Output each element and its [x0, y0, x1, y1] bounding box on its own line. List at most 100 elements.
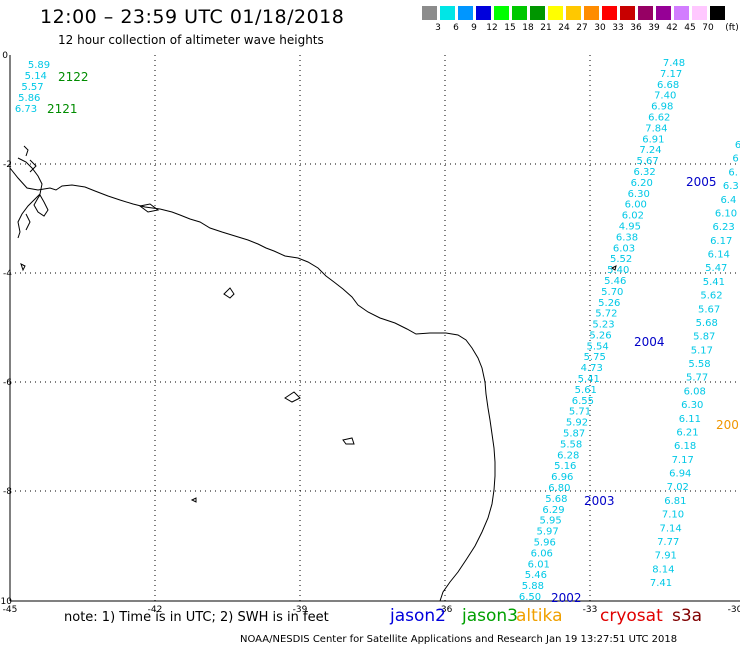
legend-label: 9	[471, 23, 477, 33]
track-se-value: 5.58	[688, 359, 710, 370]
legend-label: 70	[702, 23, 714, 33]
y-tick-label: -8	[3, 487, 12, 497]
track-main-value: 5.26	[589, 330, 611, 341]
legend-swatch	[494, 6, 509, 20]
track-main-value: 5.52	[610, 254, 632, 265]
track-se-value: 6.81	[664, 496, 686, 507]
track-main-value: 6.55	[572, 396, 594, 407]
map-grid	[10, 55, 740, 601]
track-se-value: 5.17	[691, 345, 713, 356]
island	[223, 287, 235, 299]
coastline-inlet	[25, 194, 49, 231]
track-main-value: 6.50	[519, 592, 541, 603]
y-tick-label: -10	[0, 597, 12, 607]
satellite-altika: altika	[516, 606, 563, 626]
y-tick-label: 0	[2, 51, 8, 61]
track-se-value: 8.14	[652, 564, 674, 575]
legend-swatch	[710, 6, 725, 20]
page-title: 12:00 – 23:59 UTC 01/18/2018	[40, 6, 345, 28]
track-main-value: 6.30	[628, 189, 650, 200]
x-tick-label: -33	[583, 605, 598, 615]
track-se-value: 6.11	[679, 414, 701, 425]
track-main-value: 6.68	[657, 80, 679, 91]
track-se-value: 7.41	[650, 578, 672, 589]
track-se-value: 6.3	[723, 181, 739, 192]
track-se-value: 7.77	[657, 537, 679, 548]
legend-label: 36	[630, 23, 642, 33]
legend-swatch	[602, 6, 617, 20]
track-main-value: 5.71	[569, 407, 591, 418]
credit-line: NOAA/NESDIS Center for Satellite Applica…	[240, 634, 678, 645]
legend-label: 24	[558, 23, 570, 33]
track-main-value: 5.67	[636, 156, 658, 167]
footnote: note: 1) Time is in UTC; 2) SWH is in fe…	[64, 610, 329, 625]
legend-label: 6	[453, 23, 459, 33]
track-main-value: 7.84	[645, 123, 667, 134]
track-main-value: 7.17	[660, 69, 682, 80]
track-nw-value: 5.14	[25, 71, 47, 82]
track-se-value: 6.08	[684, 386, 706, 397]
altimeter-tracks: 5.895.145.575.866.736.505.885.466.016.06…	[15, 58, 740, 603]
track-nw-value: 5.86	[18, 93, 40, 104]
y-tick-label: -2	[3, 160, 12, 170]
track-se-value: 7.17	[672, 455, 694, 466]
satellite-jason2: jason2	[390, 606, 446, 626]
coastline-brazil	[9, 167, 496, 602]
legend-swatch	[566, 6, 581, 20]
x-tick-label: -36	[438, 605, 453, 615]
track-main-value: 5.46	[525, 570, 547, 581]
track-nw-value: 6.73	[15, 104, 37, 115]
pass-labels: 2122 2121 2005 2004 2003 2002 200	[47, 70, 739, 605]
legend-swatch	[692, 6, 707, 20]
track-se-value: 5.41	[703, 277, 725, 288]
track-main-value: 6.38	[616, 232, 638, 243]
track-main-value: 5.75	[584, 352, 606, 363]
track-main-value: 6.32	[633, 167, 655, 178]
track-main-value: 5.41	[578, 374, 600, 385]
track-main-value: 6.02	[622, 211, 644, 222]
track-main-value: 6.98	[651, 102, 673, 113]
legend-label: 21	[540, 23, 552, 33]
track-se-value: 6.94	[669, 469, 691, 480]
legend-label: 15	[504, 23, 516, 33]
track-main-value: 5.88	[522, 581, 544, 592]
track-se-value: 6.	[728, 167, 738, 178]
legend-label: 27	[576, 23, 588, 33]
x-tick-label: -30	[728, 605, 740, 615]
track-main-value: 5.97	[536, 527, 558, 538]
legend-label: 18	[522, 23, 534, 33]
legend-swatch	[422, 6, 437, 20]
track-main-value: 5.61	[575, 385, 597, 396]
legend-label: 42	[666, 23, 678, 33]
pass-label: 2121	[47, 102, 78, 116]
x-tick-label: -39	[293, 605, 308, 615]
pass-label: 200	[716, 418, 739, 432]
track-se-value: 7.02	[667, 482, 689, 493]
legend-swatch	[476, 6, 491, 20]
track-main-value: 7.48	[663, 58, 685, 69]
pass-label: 2122	[58, 70, 89, 84]
track-main-value: 7.24	[639, 145, 661, 156]
island	[138, 203, 160, 213]
legend-label: 45	[684, 23, 696, 33]
track-main-value: 5.40	[607, 265, 629, 276]
track-se-value: 6.18	[674, 441, 696, 452]
track-se-value: 5.77	[686, 373, 708, 384]
track-main-value: 6.96	[551, 472, 573, 483]
track-main-value: 6.28	[557, 450, 579, 461]
track-main-value: 5.46	[604, 276, 626, 287]
track-se-value: 6	[735, 140, 740, 151]
page-subtitle: 12 hour collection of altimeter wave hei…	[58, 33, 324, 47]
track-nw-value: 5.57	[21, 82, 43, 93]
coastline-fragment	[17, 145, 43, 239]
track-main-value: 5.54	[586, 341, 608, 352]
track-main-value: 6.62	[648, 113, 670, 124]
track-se-value: 5.67	[698, 304, 720, 315]
track-main-value: 6.01	[528, 559, 550, 570]
track-se-value: 5.68	[696, 318, 718, 329]
track-main-value: 6.29	[542, 505, 564, 516]
legend-swatch	[548, 6, 563, 20]
pass-label: 2002	[551, 591, 582, 605]
track-main-value: 5.70	[601, 287, 623, 298]
satellite-s3a: s3a	[672, 606, 703, 626]
